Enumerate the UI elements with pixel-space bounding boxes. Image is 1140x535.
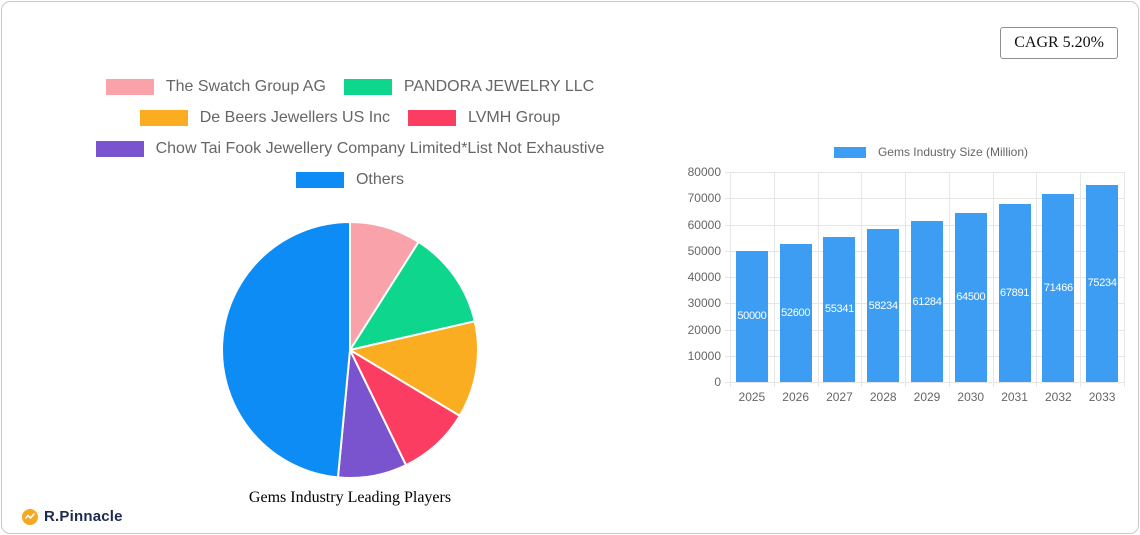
bar-value-label: 50000 [737,310,767,323]
bar-2025[interactable]: 50000 [735,250,768,382]
gridline-horizontal [725,382,1124,383]
legend-label: Others [355,171,404,188]
legend-swatch [95,141,144,157]
legend-row: Others [295,171,404,189]
gridline-vertical [730,172,731,387]
y-axis-tick-label: 0 [714,375,721,389]
x-axis-tick-label: 2025 [738,390,766,404]
pie-legend: The Swatch Group AG PANDORA JEWELRY LLC De… [2,78,698,202]
pie-slice-2[interactable] [347,320,479,418]
pie-chart-panel: The Swatch Group AG PANDORA JEWELRY LLC De… [2,2,698,533]
bar-legend-swatch [833,146,866,158]
gridline-vertical [905,172,907,387]
bar-2031[interactable]: 67891 [998,203,1031,382]
bar-legend[interactable]: Gems Industry Size (Million) [730,144,1132,160]
y-axis-tick-label: 70000 [687,191,721,206]
legend-swatch [408,110,457,126]
bar-value-label: 64500 [956,291,986,304]
cagr-badge: CAGR 5.20% [1000,27,1118,59]
x-axis-tick-label: 2027 [826,390,853,404]
legend-swatch [139,110,188,126]
pie-legend-item-5[interactable]: Others [295,171,404,189]
bar-chart-panel: Gems Industry Size (Million) 0 10000 20000… [682,144,1132,414]
gridline-vertical [1124,172,1125,387]
gridline-horizontal [725,172,1124,173]
gridline-vertical [861,172,863,387]
brand-name: R.Pinnacle [44,508,123,525]
y-axis-tick-label: 20000 [687,322,721,337]
bar-plot-area: 0 10000 20000 30000 40000 50000 60000 70000 8000… [688,165,1125,404]
bar-value-label: 71466 [1043,282,1073,295]
bar-2029[interactable]: 61284 [911,221,943,382]
gridline-vertical [1080,172,1082,387]
legend-label: LVMH Group [468,109,561,126]
gridline-vertical [773,172,775,387]
bar-2026[interactable]: 52600 [779,243,812,382]
bar-value-label: 55341 [824,303,854,316]
x-axis-tick-label: 2028 [869,390,897,404]
bar-2032[interactable]: 71466 [1042,194,1075,382]
pie-legend-item-2[interactable]: De Beers Jewellers US Inc [139,109,391,127]
x-axis-tick-label: 2029 [913,390,941,404]
x-axis-tick-label: 2033 [1088,390,1116,404]
logo-zigzag [24,512,36,519]
legend-label: Chow Tai Fook Jewellery Company Limited*… [155,140,605,157]
bar-value-label: 61284 [912,295,942,308]
legend-label: De Beers Jewellers US Inc [199,109,391,126]
pie-legend-item-1[interactable]: PANDORA JEWELRY LLC [343,78,595,96]
pie-slice-1[interactable] [347,240,476,352]
x-axis-tick-label: 2031 [1001,390,1028,404]
pie-svg [221,220,479,479]
cagr-label: CAGR 5.20% [1014,34,1104,51]
legend-row: Chow Tai Fook Jewellery Company Limited*… [95,140,605,158]
bar-value-label: 52600 [781,306,811,319]
pie-legend-item-0[interactable]: The Swatch Group AG [105,78,326,96]
y-axis-tick-label: 40000 [687,270,721,284]
legend-swatch [105,79,154,95]
y-axis-tick-label: 10000 [687,348,721,363]
pie-slice-5[interactable] [221,220,351,479]
y-axis-tick-label: 80000 [687,165,721,179]
y-axis-tick-label: 30000 [687,296,721,311]
legend-swatch [295,172,344,188]
pie-wrap [2,220,698,480]
brand-logo: R.Pinnacle [22,508,123,525]
bar-2033[interactable]: 75234 [1086,184,1119,382]
pie-legend-item-4[interactable]: Chow Tai Fook Jewellery Company Limited*… [95,140,605,158]
bar-value-label: 67891 [1000,286,1030,299]
bar-legend-label: Gems Industry Size (Million) [877,145,1029,159]
legend-label: PANDORA JEWELRY LLC [403,78,595,95]
x-axis-tick-label: 2032 [1044,390,1072,404]
pinnacle-logo-icon [22,508,38,525]
gridline-vertical [1036,172,1038,387]
bar-value-label: 75234 [1087,277,1117,290]
y-axis-tick-label: 60000 [687,217,721,232]
bar-2027[interactable]: 55341 [823,236,856,382]
gridline-vertical [992,172,994,387]
x-axis-tick-label: 2026 [782,390,810,404]
y-axis-tick-label: 50000 [687,243,721,258]
legend-row: The Swatch Group AG PANDORA JEWELRY LLC [105,78,595,96]
pie-legend-item-3[interactable]: LVMH Group [408,109,560,127]
legend-label: The Swatch Group AG [165,78,326,95]
legend-row: De Beers Jewellers US Inc LVMH Group [139,109,560,127]
gridline-vertical [948,172,950,387]
bar-2030[interactable]: 64500 [954,212,987,382]
pie-chart-title: Gems Industry Leading Players [248,489,452,506]
x-axis-tick-label: 2030 [957,390,985,404]
bar-2028[interactable]: 58234 [867,229,900,382]
legend-swatch [343,79,392,95]
gridline-vertical [817,172,819,387]
gridline-horizontal [725,198,1124,200]
bar-value-label: 58234 [868,299,898,312]
